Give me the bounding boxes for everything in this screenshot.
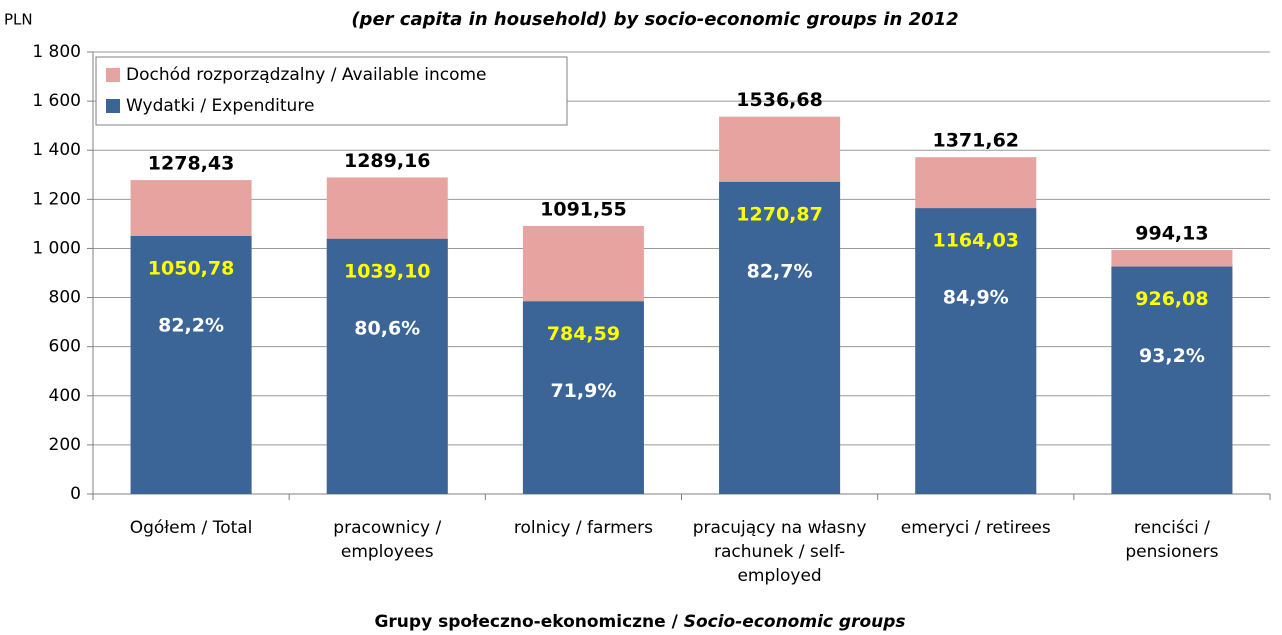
x-tick-label-line: employees [341,542,434,562]
share-label: 71,9% [550,380,616,402]
x-tick-label-line: employed [737,566,821,586]
data-label: 1164,03 [932,230,1019,252]
share-label: 82,2% [158,314,224,336]
legend-label: Wydatki / Expenditure [126,96,314,116]
x-tick-label: pracownicy / employees [333,518,441,562]
x-tick-label-line: renciści / [1134,518,1210,538]
x-tick-label: renciści / pensioners [1125,518,1218,562]
y-tick-label: 800 [49,288,81,308]
x-tick-label-line: emeryci / retirees [901,518,1051,538]
data-label: 1050,78 [148,257,235,279]
legend-box [95,56,568,126]
x-tick-label-line: rachunek / self- [714,542,845,562]
y-tick-label: 1 200 [32,189,81,209]
y-tick-label: 400 [49,386,81,406]
data-label: 1536,68 [736,89,823,111]
y-tick-label: 200 [49,435,81,455]
y-tick-label: 1 400 [32,140,81,160]
chart-title: (per capita in household) by socio-econo… [351,9,958,30]
x-tick-label-line: rolnicy / farmers [514,518,653,538]
share-label: 80,6% [354,317,420,339]
x-tick-label: Ogółem / Total [130,518,253,538]
x-tick-label-line: Ogółem / Total [130,518,253,538]
bar [719,181,841,494]
x-tick-label-line: pracownicy / [333,518,441,538]
share-label: 93,2% [1139,345,1205,367]
data-label: 1278,43 [148,153,235,175]
bar [915,208,1037,495]
bar [1111,266,1233,494]
legend-swatch [106,99,120,113]
data-label: 1039,10 [344,260,431,282]
x-tick-label-line: pensioners [1125,542,1218,562]
bar [522,301,644,494]
x-tick-label: rolnicy / farmers [514,518,653,538]
share-label: 82,7% [747,260,813,282]
x-axis-label-part: Grupy społeczno-ekonomiczne / [374,612,678,632]
x-tick-label-line: pracujący na własny [693,518,867,538]
y-tick-label: 1 000 [32,238,81,258]
bar [130,235,252,494]
data-label: 994,13 [1135,222,1208,244]
x-tick-label: emeryci / retirees [901,518,1051,538]
bar [326,238,448,494]
y-tick-label: 1 600 [32,91,81,111]
y-tick-label: 1 800 [32,42,81,62]
x-axis-label: Grupy społeczno-ekonomiczne / Socio-econ… [374,612,905,632]
data-label: 1091,55 [540,198,627,220]
data-label: 1289,16 [344,150,431,172]
y-axis-label: PLN [4,11,33,29]
data-label: 926,08 [1135,288,1208,310]
data-label: 1270,87 [736,203,823,225]
x-tick-label: pracujący na własny rachunek / self-emplo… [693,518,867,586]
data-label: 1371,62 [932,130,1019,152]
legend-label: Dochód rozporządzalny / Available income [126,65,487,85]
legend-swatch [106,68,120,82]
y-tick-label: 0 [70,484,81,504]
y-tick-label: 600 [49,337,81,357]
data-label: 784,59 [547,323,620,345]
share-label: 84,9% [943,287,1009,309]
x-axis-label-part: Socio-economic groups [684,612,906,632]
